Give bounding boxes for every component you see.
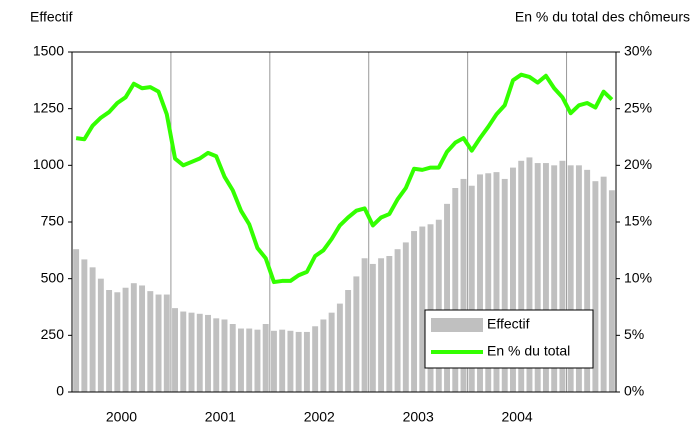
y2-tick-label: 5% bbox=[624, 326, 644, 342]
y-tick-label: 1500 bbox=[33, 43, 64, 59]
bar bbox=[353, 276, 360, 392]
x-tick-label: 2004 bbox=[502, 409, 533, 425]
y-tick-label: 1250 bbox=[33, 99, 64, 115]
bar bbox=[81, 259, 88, 392]
bar bbox=[444, 203, 450, 392]
bar bbox=[567, 165, 574, 392]
bar bbox=[180, 311, 187, 392]
bar bbox=[97, 278, 104, 392]
y-tick-label: 500 bbox=[41, 269, 65, 285]
bar bbox=[254, 329, 261, 392]
bar bbox=[155, 294, 162, 392]
bar bbox=[592, 181, 599, 392]
bar bbox=[221, 319, 228, 392]
bar bbox=[303, 331, 310, 392]
plot-frame bbox=[71, 51, 617, 393]
y-tick-label: 0 bbox=[56, 383, 64, 399]
bar bbox=[139, 285, 146, 392]
bar bbox=[394, 249, 401, 392]
bar bbox=[188, 312, 195, 392]
bar bbox=[510, 167, 516, 392]
bar bbox=[73, 249, 80, 392]
bar bbox=[452, 188, 459, 392]
y2-tick-label: 10% bbox=[624, 269, 652, 285]
bar bbox=[542, 163, 549, 392]
bar bbox=[130, 283, 137, 392]
bar bbox=[575, 165, 582, 392]
bar bbox=[279, 329, 286, 392]
bar bbox=[427, 224, 434, 392]
bar bbox=[89, 267, 96, 392]
y-tick-label: 1000 bbox=[33, 156, 64, 172]
y2-tick-label: 15% bbox=[624, 213, 652, 229]
bar bbox=[551, 165, 558, 392]
bar bbox=[369, 263, 376, 392]
bar bbox=[402, 242, 409, 392]
bar bbox=[229, 324, 236, 392]
x-tick-label: 2000 bbox=[106, 409, 137, 425]
y-axis-label: Effectif bbox=[30, 9, 73, 25]
bar bbox=[378, 258, 385, 392]
y2-axis-label: En % du total des chômeurs bbox=[515, 9, 690, 25]
bar bbox=[163, 294, 170, 392]
x-tick-label: 2001 bbox=[205, 409, 236, 425]
y2-tick-label: 25% bbox=[624, 99, 652, 115]
bar bbox=[246, 328, 253, 392]
bar bbox=[534, 163, 541, 392]
bar bbox=[477, 174, 483, 392]
bar bbox=[493, 172, 500, 392]
bar bbox=[435, 219, 442, 392]
legend-swatch bbox=[431, 318, 483, 332]
legend-label: En % du total bbox=[487, 343, 570, 359]
x-tick-label: 2002 bbox=[304, 409, 335, 425]
bar bbox=[147, 291, 154, 392]
bar bbox=[122, 287, 129, 392]
bar bbox=[526, 157, 533, 392]
bar bbox=[411, 231, 418, 392]
y2-tick-label: 0% bbox=[624, 383, 644, 399]
y-tick-label: 750 bbox=[41, 213, 65, 229]
bar bbox=[361, 258, 368, 392]
y2-tick-label: 20% bbox=[624, 156, 652, 172]
y-tick-label: 250 bbox=[41, 326, 65, 342]
bar bbox=[600, 176, 607, 392]
x-tick-label: 2003 bbox=[403, 409, 434, 425]
bar bbox=[485, 173, 492, 392]
bar bbox=[518, 160, 525, 392]
bar bbox=[468, 185, 475, 392]
legend-label: Effectif bbox=[487, 316, 530, 332]
bar bbox=[608, 190, 615, 392]
bar bbox=[320, 319, 327, 392]
bar bbox=[287, 330, 294, 392]
bar bbox=[213, 318, 220, 392]
bar bbox=[501, 178, 508, 392]
bar bbox=[386, 256, 393, 392]
bar bbox=[460, 178, 467, 392]
bar bbox=[328, 312, 335, 392]
bar bbox=[345, 290, 352, 392]
bar bbox=[312, 326, 319, 392]
bar bbox=[270, 330, 277, 392]
bar bbox=[336, 303, 343, 392]
bar bbox=[584, 169, 591, 392]
bar bbox=[295, 331, 302, 392]
y2-tick-label: 30% bbox=[624, 43, 652, 59]
bar bbox=[205, 314, 211, 392]
bar bbox=[559, 160, 566, 392]
line bbox=[75, 72, 614, 285]
bar bbox=[238, 328, 244, 392]
bar bbox=[172, 308, 178, 392]
bar bbox=[419, 226, 426, 392]
bar bbox=[262, 324, 269, 392]
bar bbox=[114, 292, 121, 392]
bar bbox=[106, 290, 113, 392]
bar bbox=[196, 313, 203, 392]
